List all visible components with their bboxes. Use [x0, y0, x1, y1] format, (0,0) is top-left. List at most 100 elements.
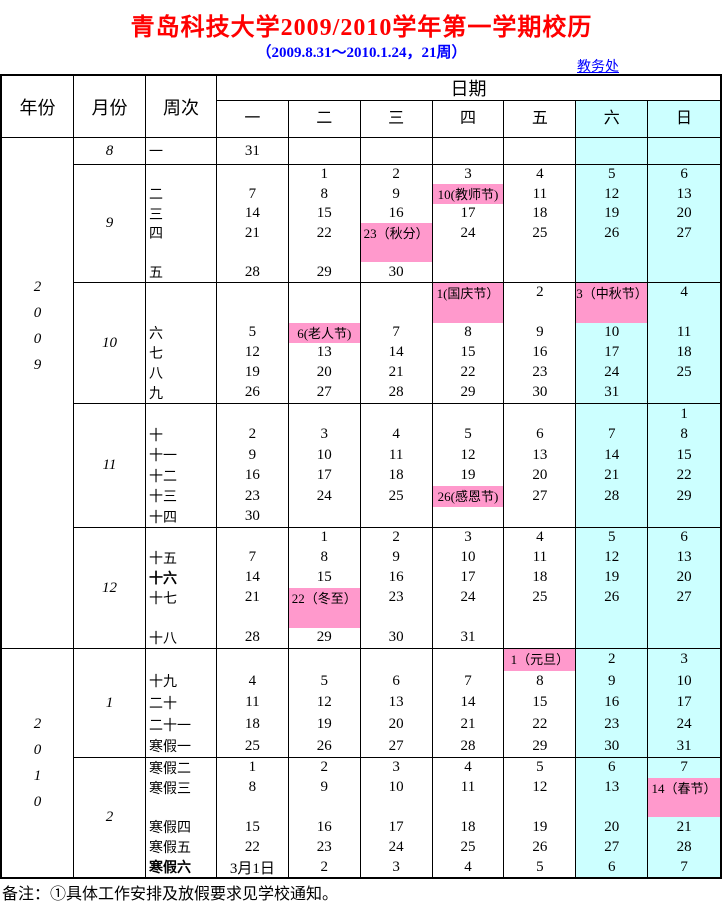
week-label: 十 — [149, 428, 163, 444]
day-line — [504, 303, 575, 323]
day-line: 11 — [217, 692, 288, 714]
day-line: 1 — [289, 528, 360, 548]
day-cell: 7 14 21 28 — [576, 404, 649, 528]
day-line: 21 — [217, 223, 288, 242]
day-line: 4 — [361, 425, 432, 446]
day-line: 20 — [504, 466, 575, 487]
day-number: 10 — [460, 549, 476, 566]
day-line: 10(教师节) — [432, 184, 504, 204]
day-number: 6 — [607, 858, 616, 875]
day-line: 8 — [289, 184, 360, 203]
day-number: 30 — [388, 263, 404, 280]
day-line: 15 — [504, 692, 575, 714]
day-line: 12 — [217, 343, 288, 363]
day-line: 3月1日 — [217, 857, 288, 877]
day-cell: 3 10 17 24 — [288, 404, 361, 528]
day-line: 26 — [504, 837, 575, 857]
day-line: 4 — [217, 671, 288, 693]
week-line: 十八 — [146, 628, 216, 648]
day-line: 5 — [504, 758, 575, 778]
day-line — [648, 507, 720, 528]
day-line: 22 — [648, 466, 720, 487]
day-line: 26 — [576, 588, 647, 608]
day-line: 3 — [361, 758, 432, 778]
day-cell: 1 8 15 22 29 — [648, 404, 720, 528]
week-label: 寒假六 — [149, 861, 191, 877]
day-number: 11 — [388, 446, 404, 463]
day-number: 29 — [532, 737, 548, 754]
day-cell: 7 14（春节） 21 28 7 — [648, 758, 720, 877]
week-line: 十七 — [146, 588, 216, 608]
day-line: 12 — [576, 184, 647, 203]
week-column-month-12: 十五 十六 十七 十八 — [146, 528, 217, 649]
day-line — [504, 608, 575, 628]
day-line: 2 — [289, 758, 360, 778]
day-cell: 3 10 17 24 31 — [432, 528, 505, 649]
day-line: 10 — [433, 548, 504, 568]
day-line: 7 — [217, 184, 288, 203]
dayname-fri: 五 — [504, 101, 577, 138]
day-number: 2 — [320, 759, 329, 776]
day-line: 4 — [504, 528, 575, 548]
day-number: 31 — [604, 384, 620, 401]
day-line: 17 — [289, 466, 360, 487]
day-number: 3 — [320, 426, 329, 443]
day-line: 1(国庆节） — [432, 283, 504, 323]
date-header: 日期 — [217, 76, 720, 101]
week-label: 七 — [149, 346, 163, 362]
week-label: 一 — [149, 145, 163, 160]
day-number: 25 — [676, 364, 692, 381]
day-line: 16 — [576, 692, 647, 714]
month-number: 1 — [105, 694, 114, 711]
day-number: 23 — [604, 716, 620, 733]
day-number: 20 — [604, 818, 620, 835]
day-line: 15 — [217, 817, 288, 837]
day-line: 19 — [289, 714, 360, 736]
year-digit: 2 — [33, 716, 42, 732]
month-cell-2: 2 — [74, 758, 146, 877]
day-cell: 4 11 18 25 4 — [433, 758, 505, 877]
week-label: 十五 — [149, 551, 177, 567]
day-line: 18 — [648, 343, 720, 363]
day-number: 23 — [316, 838, 332, 855]
day-number: 27 — [388, 737, 404, 754]
day-number: 27 — [676, 589, 692, 606]
academic-affairs-link[interactable]: 教务处 — [577, 60, 619, 75]
day-number: 3 — [392, 759, 400, 776]
day-number: 7 — [680, 759, 688, 776]
day-number: 22 — [532, 716, 548, 733]
day-number: 11 — [532, 549, 548, 566]
day-line: 27 — [576, 837, 647, 857]
day-line: 11 — [504, 548, 575, 568]
day-line — [217, 798, 288, 818]
footnote: 备注：①具体工作安排及放假要求见学校通知。 — [2, 886, 339, 903]
dayname-sat: 六 — [576, 101, 649, 138]
day-number: 9 — [392, 549, 400, 566]
day-line: 11 — [433, 778, 504, 798]
day-number: 20 — [316, 364, 332, 381]
day-number: 8 — [536, 672, 544, 689]
day-number: 17 — [604, 344, 620, 361]
day-line: 17 — [361, 817, 432, 837]
day-number: 8 — [464, 324, 472, 341]
day-number: 28 — [460, 737, 476, 754]
day-line: 29 — [433, 383, 504, 403]
day-line — [504, 507, 575, 528]
day-number: 14 — [460, 694, 476, 711]
day-cell: 7 14 21 28 — [360, 283, 433, 404]
day-line: 13 — [361, 692, 432, 714]
day-number: 29 — [460, 384, 476, 401]
day-number: 17 — [388, 818, 404, 835]
day-line: 28 — [361, 383, 432, 403]
day-line: 20 — [576, 817, 647, 837]
day-line: 16 — [504, 343, 575, 363]
day-number: 3 — [464, 166, 472, 183]
holiday-highlight: 3（中秋节） — [576, 283, 648, 323]
day-number: 5 — [536, 759, 544, 776]
day-number: 13 — [604, 779, 620, 796]
day-line — [361, 283, 432, 303]
day-number: 2 — [536, 284, 544, 301]
day-number: 29 — [676, 487, 692, 504]
day-line: 7 — [433, 671, 504, 693]
